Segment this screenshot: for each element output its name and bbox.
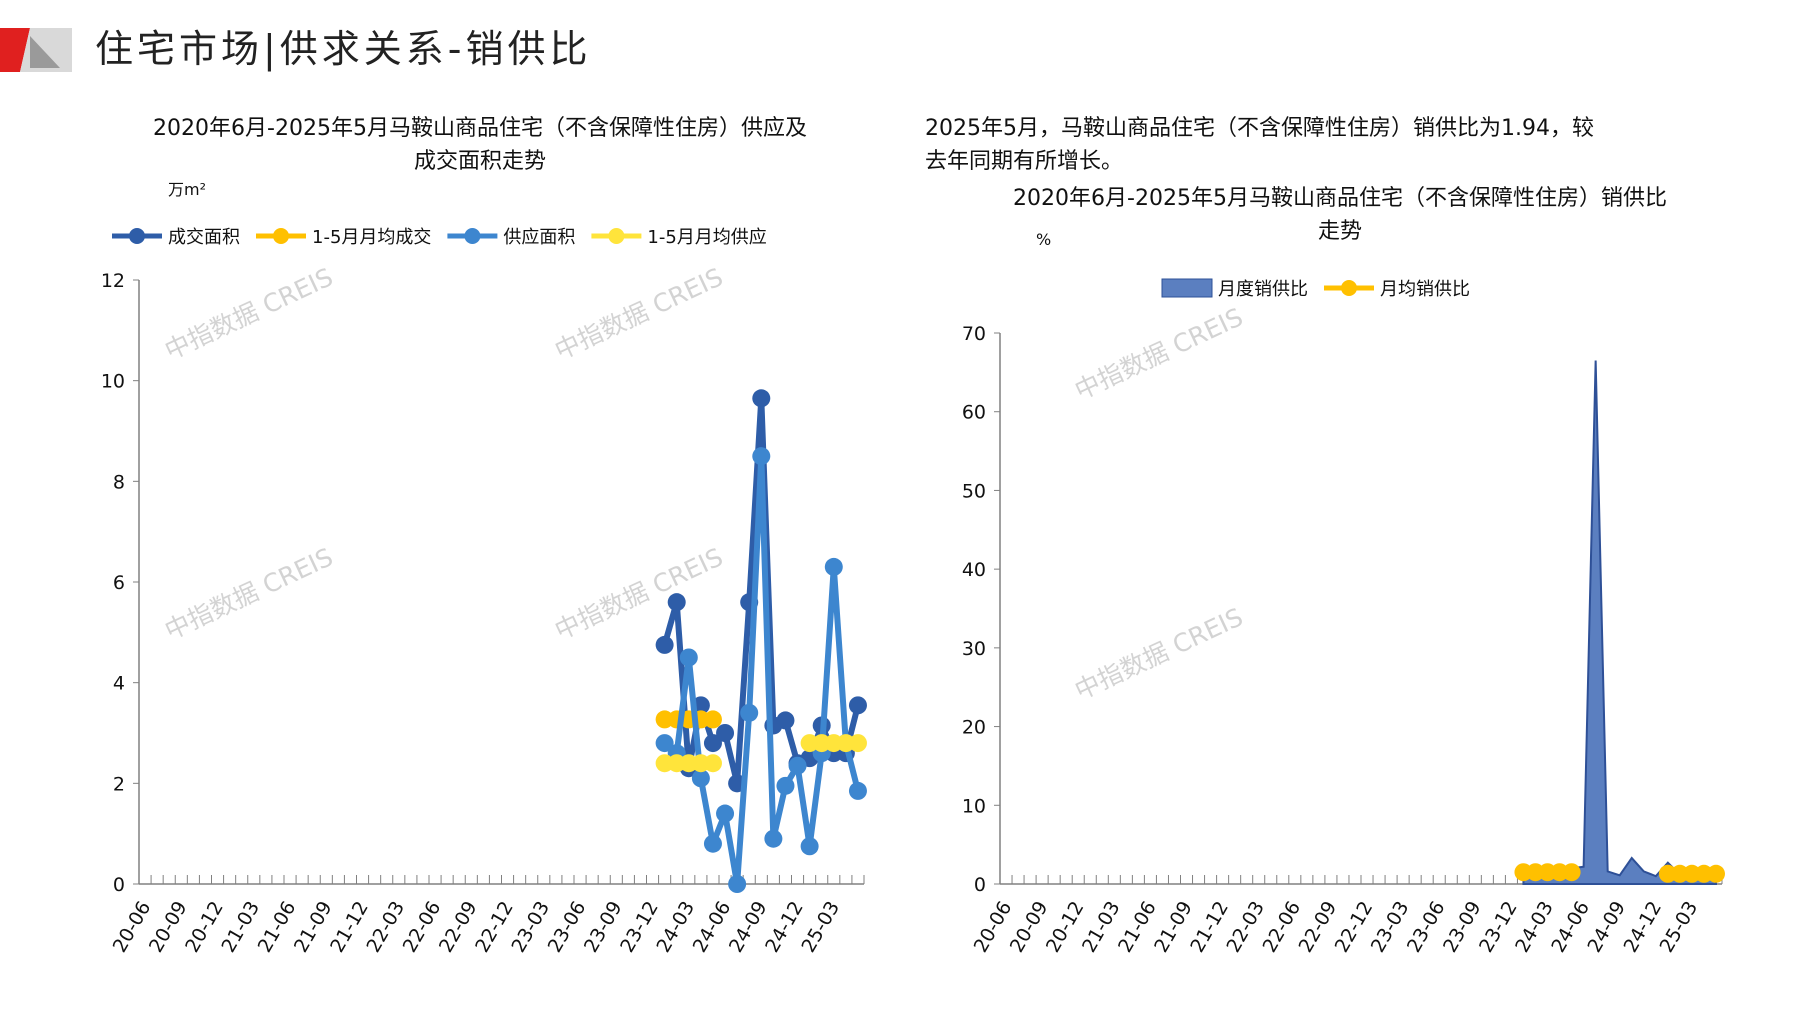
- point-0: [752, 389, 771, 408]
- legend-swatch-0: [1161, 278, 1213, 298]
- y-tick-label: 30: [962, 638, 986, 660]
- point-2: [716, 804, 735, 823]
- avg-point-3: [703, 754, 722, 773]
- legend-marker-0: [129, 228, 145, 244]
- point-2: [679, 648, 698, 667]
- point-2: [848, 781, 867, 800]
- y-tick-label: 6: [113, 572, 125, 594]
- point-2: [740, 703, 759, 722]
- x-tick-label: 25-03: [797, 898, 844, 957]
- y-tick-label: 0: [974, 874, 986, 896]
- legend-label-3: 1-5月月均供应: [647, 227, 766, 248]
- area-0: [1522, 360, 1717, 885]
- legend-label-1: 月均销供比: [1380, 279, 1470, 300]
- point-2: [728, 875, 747, 893]
- avg-point-3: [848, 734, 867, 753]
- avg-point-1: [703, 710, 722, 729]
- legend-label-0: 月度销供比: [1218, 279, 1308, 300]
- left-chart-title: 2020年6月-2025年5月马鞍山商品住宅（不含保障性住房）供应及 成交面积走…: [60, 112, 900, 178]
- point-2: [752, 447, 771, 466]
- y-tick-label: 20: [962, 717, 986, 739]
- point-2: [691, 769, 710, 788]
- point-2: [776, 776, 795, 795]
- y-tick-label: 10: [962, 795, 986, 817]
- point-2: [764, 829, 783, 848]
- point-2: [824, 557, 843, 576]
- point-2: [703, 834, 722, 853]
- left-title-line1: 2020年6月-2025年5月马鞍山商品住宅（不含保障性住房）供应及: [153, 116, 807, 141]
- legend-marker-3: [608, 228, 625, 244]
- legend-marker-1: [1341, 280, 1357, 296]
- page-title: 住宅市场|供求关系-销供比: [95, 27, 592, 71]
- right-chart-title: 2020年6月-2025年5月马鞍山商品住宅（不含保障性住房）销供比 走势: [920, 182, 1760, 248]
- legend-label-0: 成交面积: [168, 227, 240, 248]
- legend-marker-2: [464, 228, 481, 244]
- avg-point-1: [1562, 863, 1581, 882]
- x-tick-label: 25-03: [1656, 898, 1703, 957]
- point-0: [776, 711, 795, 730]
- legend-marker-1: [273, 228, 289, 244]
- y-tick-label: 50: [962, 480, 986, 502]
- point-0: [716, 724, 735, 742]
- y-tick-label: 40: [962, 559, 986, 581]
- right-note: 2025年5月，马鞍山商品住宅（不含保障性住房）销供比为1.94，较 去年同期有…: [925, 112, 1594, 178]
- point-2: [655, 734, 674, 753]
- point-0: [667, 593, 686, 612]
- point-0: [703, 734, 722, 753]
- y-tick-label: 70: [962, 323, 986, 345]
- brand-logo-icon: [0, 28, 72, 72]
- y-tick-label: 0: [113, 874, 125, 896]
- y-tick-label: 2: [113, 773, 125, 795]
- y-tick-label: 8: [113, 471, 125, 493]
- right-title-line2: 走势: [1317, 219, 1362, 244]
- y-tick-label: 12: [101, 270, 125, 292]
- avg-point-1: [1706, 864, 1725, 883]
- right-note-line1: 2025年5月，马鞍山商品住宅（不含保障性住房）销供比为1.94，较: [925, 116, 1594, 141]
- line-2: [662, 453, 861, 887]
- left-title-line2: 成交面积走势: [413, 149, 546, 174]
- right-unit-label: %: [1036, 230, 1052, 249]
- legend-label-1: 1-5月月均成交: [312, 227, 431, 248]
- right-note-line2: 去年同期有所增长。: [925, 149, 1124, 174]
- supply-deal-chart: 02468101220-0620-0920-1221-0321-0621-092…: [101, 227, 867, 957]
- y-tick-label: 10: [101, 371, 125, 393]
- point-2: [800, 837, 819, 856]
- left-unit-label: 万m²: [168, 180, 207, 199]
- point-2: [788, 756, 807, 775]
- legend-label-2: 供应面积: [503, 227, 575, 248]
- y-tick-label: 60: [962, 402, 986, 424]
- y-tick-label: 4: [113, 673, 125, 695]
- point-0: [848, 696, 867, 715]
- point-0: [655, 635, 674, 654]
- ratio-chart: 01020304050607020-0620-0920-1221-0321-06…: [962, 278, 1725, 957]
- right-title-line1: 2020年6月-2025年5月马鞍山商品住宅（不含保障性住房）销供比: [1013, 186, 1667, 211]
